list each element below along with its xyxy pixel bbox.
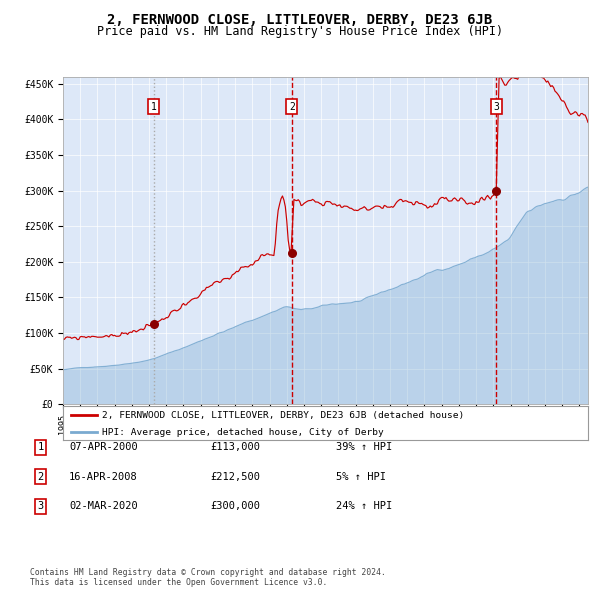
Text: 39% ↑ HPI: 39% ↑ HPI — [336, 442, 392, 452]
Text: HPI: Average price, detached house, City of Derby: HPI: Average price, detached house, City… — [103, 428, 384, 437]
Text: Price paid vs. HM Land Registry's House Price Index (HPI): Price paid vs. HM Land Registry's House … — [97, 25, 503, 38]
Text: 2, FERNWOOD CLOSE, LITTLEOVER, DERBY, DE23 6JB: 2, FERNWOOD CLOSE, LITTLEOVER, DERBY, DE… — [107, 13, 493, 27]
Text: 1: 1 — [38, 442, 44, 452]
Text: £300,000: £300,000 — [210, 502, 260, 511]
Text: Contains HM Land Registry data © Crown copyright and database right 2024.
This d: Contains HM Land Registry data © Crown c… — [30, 568, 386, 587]
Text: 2: 2 — [289, 101, 295, 112]
Text: 24% ↑ HPI: 24% ↑ HPI — [336, 502, 392, 511]
Text: £113,000: £113,000 — [210, 442, 260, 452]
Text: 2, FERNWOOD CLOSE, LITTLEOVER, DERBY, DE23 6JB (detached house): 2, FERNWOOD CLOSE, LITTLEOVER, DERBY, DE… — [103, 411, 464, 420]
Text: 3: 3 — [493, 101, 499, 112]
Text: 1: 1 — [151, 101, 157, 112]
Text: 16-APR-2008: 16-APR-2008 — [69, 472, 138, 481]
Text: 2: 2 — [38, 472, 44, 481]
Text: 07-APR-2000: 07-APR-2000 — [69, 442, 138, 452]
Text: 3: 3 — [38, 502, 44, 511]
Text: 02-MAR-2020: 02-MAR-2020 — [69, 502, 138, 511]
Text: 5% ↑ HPI: 5% ↑ HPI — [336, 472, 386, 481]
Text: £212,500: £212,500 — [210, 472, 260, 481]
